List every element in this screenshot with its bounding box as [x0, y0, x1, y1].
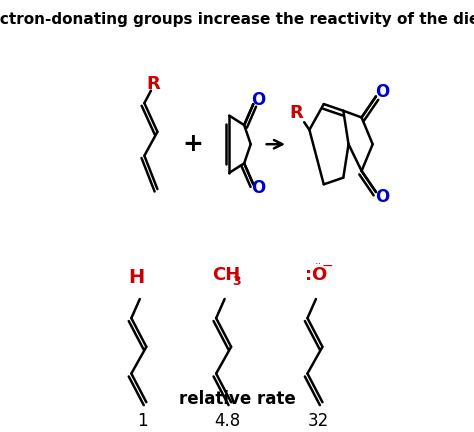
- Text: R: R: [290, 104, 303, 122]
- Text: relative rate: relative rate: [179, 391, 295, 408]
- Text: O: O: [251, 91, 265, 109]
- Text: O: O: [251, 179, 265, 197]
- Text: O: O: [375, 83, 390, 101]
- Text: 4.8: 4.8: [214, 412, 240, 430]
- Text: :: :: [304, 266, 312, 284]
- Text: R: R: [146, 75, 160, 93]
- Text: O: O: [375, 188, 390, 206]
- Text: O: O: [311, 266, 326, 284]
- Text: −: −: [322, 259, 334, 273]
- Text: ··: ··: [315, 259, 322, 269]
- Text: 32: 32: [308, 412, 329, 430]
- Text: H: H: [128, 269, 145, 287]
- Text: 1: 1: [137, 412, 148, 430]
- Text: Electron-donating groups increase the reactivity of the diene: Electron-donating groups increase the re…: [0, 13, 474, 28]
- Text: 3: 3: [232, 275, 241, 288]
- Text: CH: CH: [212, 266, 240, 284]
- Text: +: +: [183, 132, 204, 156]
